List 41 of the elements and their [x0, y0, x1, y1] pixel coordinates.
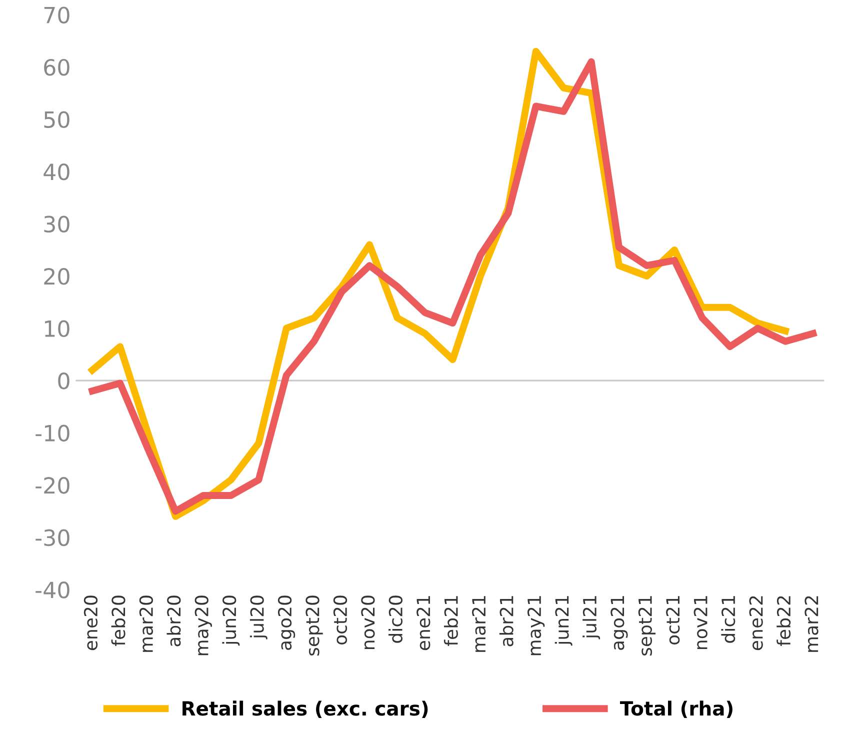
y-tick-label: 30 — [44, 216, 70, 233]
x-tick-label: ene21 — [416, 596, 430, 650]
y-tick-label: -40 — [36, 582, 70, 598]
x-tick-label: mar22 — [804, 596, 818, 652]
x-tick-label: jun20 — [222, 596, 240, 646]
y-tick-label: -20 — [36, 477, 70, 494]
x-tick-label: ene22 — [749, 596, 763, 650]
x-tick-label: ago21 — [610, 596, 628, 650]
y-tick-label: 50 — [44, 111, 70, 128]
y-tick-label: -30 — [36, 529, 70, 546]
x-tick-label: sept20 — [306, 596, 323, 656]
x-tick-label: jul20 — [250, 596, 268, 640]
x-tick-label: dic20 — [388, 596, 402, 643]
x-tick-label: ago20 — [278, 596, 296, 650]
y-tick-label: -10 — [36, 424, 70, 442]
x-tick-label: sept21 — [638, 596, 656, 656]
x-tick-label: may21 — [527, 596, 545, 656]
x-tick-label: may20 — [194, 596, 212, 656]
x-tick-label: nov21 — [694, 596, 708, 649]
x-tick-label: abr20 — [166, 596, 181, 646]
x-tick-label: feb22 — [776, 596, 791, 646]
y-tick-label: 70 — [44, 6, 70, 24]
x-tick-label: mar21 — [472, 596, 486, 652]
x-tick-label: oct21 — [666, 596, 680, 644]
legend-label: Retail sales (exc. cars) — [182, 700, 428, 718]
x-tick-label: jul21 — [582, 596, 600, 640]
x-tick-label: feb20 — [111, 596, 126, 646]
y-tick-label: 40 — [44, 163, 70, 180]
x-tick-label: abr21 — [499, 596, 514, 646]
x-tick-label: dic21 — [721, 596, 736, 643]
y-tick-label: 20 — [44, 268, 70, 285]
x-tick-label: jun21 — [554, 596, 572, 646]
x-tick-label: ene20 — [84, 596, 98, 650]
y-tick-label: 60 — [44, 58, 70, 76]
x-tick-label: mar20 — [139, 596, 154, 652]
y-tick-label: 0 — [58, 372, 70, 390]
x-tick-label: feb21 — [444, 596, 458, 646]
x-tick-label: oct20 — [333, 596, 348, 644]
y-tick-label: 10 — [44, 320, 70, 338]
legend-label: Total (rha) — [620, 700, 732, 718]
x-tick-label: nov20 — [361, 596, 375, 649]
